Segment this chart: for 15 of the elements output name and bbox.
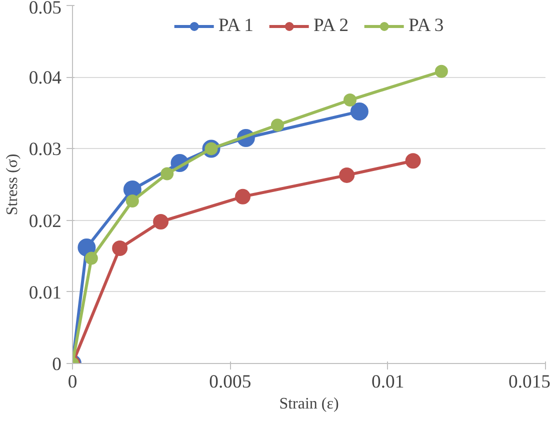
y-tick-label: 0.05: [28, 0, 62, 18]
x-tick-label: 0: [68, 372, 78, 392]
x-tick-label: 0.015: [508, 372, 551, 392]
y-tick-label: 0.04: [28, 68, 62, 89]
y-tick-label: 0.02: [28, 210, 62, 232]
x-axis-title: Strain (ε): [279, 396, 339, 412]
legend-label: PA 3: [408, 15, 444, 37]
x-tick-label: 0.01: [372, 372, 404, 392]
y-tick-label: 0: [52, 354, 62, 375]
y-tick-label: 0.01: [28, 282, 62, 304]
y-axis-title: Stress (σ): [4, 154, 21, 216]
x-tick-label: 0.005: [209, 372, 252, 392]
legend-label: PA 2: [313, 15, 349, 37]
legend-label: PA 1: [218, 15, 254, 37]
y-tick-label: 0.03: [28, 139, 62, 160]
